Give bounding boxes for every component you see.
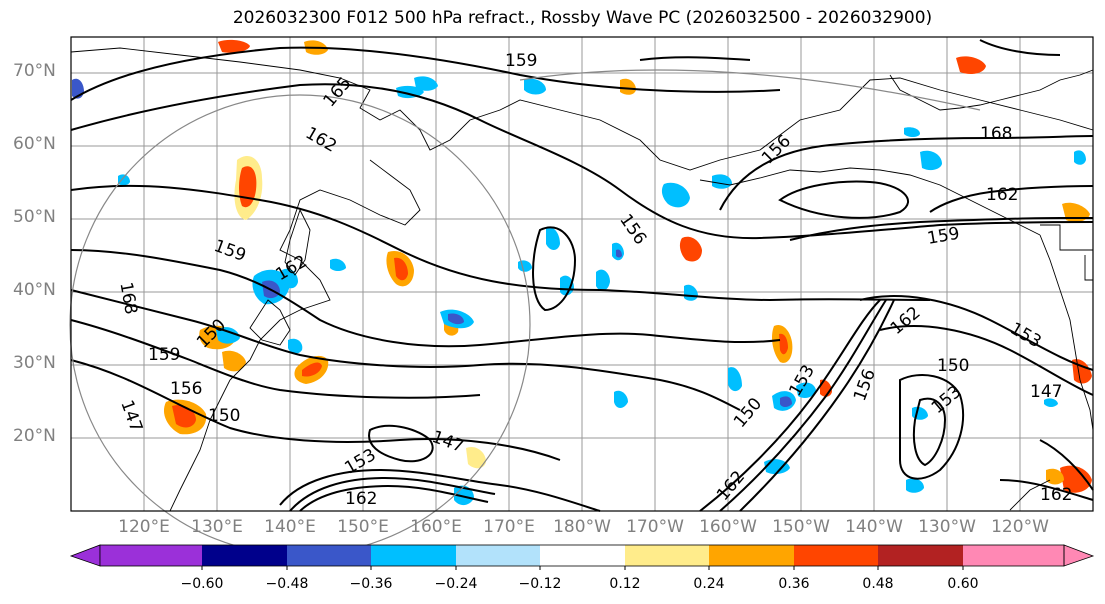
colorbar-cell bbox=[878, 545, 963, 566]
contours bbox=[70, 39, 1094, 512]
colorbar-label: 0.36 bbox=[778, 576, 810, 592]
lat-label-40n: 40°N bbox=[13, 280, 56, 300]
colorbar-cell bbox=[540, 545, 625, 566]
contour-label: 150 bbox=[937, 356, 969, 376]
lon-label-130e: 130°E bbox=[191, 517, 243, 537]
lon-label-150e: 150°E bbox=[337, 517, 389, 537]
lat-label-70n: 70°N bbox=[13, 61, 56, 81]
anomaly-shading bbox=[72, 39, 1092, 506]
colorbar-label: 0.48 bbox=[862, 576, 894, 592]
colorbar-extend-right bbox=[1063, 544, 1095, 567]
lon-label-120w: 120°W bbox=[991, 517, 1049, 537]
colorbar-label: 0.60 bbox=[947, 576, 979, 592]
colorbar-label: 0.24 bbox=[693, 576, 725, 592]
contour-label: 159 bbox=[148, 345, 180, 365]
contour-label: 159 bbox=[505, 51, 537, 71]
map-panel: 165 159 162 168 156 159 162 159 162 159 … bbox=[69, 36, 1094, 556]
lon-label-160w: 160°W bbox=[699, 517, 757, 537]
lon-label-160e: 160°E bbox=[410, 517, 462, 537]
lat-label-30n: 30°N bbox=[13, 353, 56, 373]
lon-label-130w: 130°W bbox=[918, 517, 976, 537]
colorbar-label: −0.48 bbox=[265, 576, 309, 592]
colorbar-label: −0.12 bbox=[518, 576, 562, 592]
colorbar-cell bbox=[709, 545, 794, 566]
colorbar-label: −0.24 bbox=[434, 576, 478, 592]
contour-label: 162 bbox=[986, 185, 1018, 205]
great-circle-arc bbox=[519, 69, 981, 111]
contour-label: 150 bbox=[208, 406, 240, 426]
lon-label-150w: 150°W bbox=[772, 517, 830, 537]
lon-label-120e: 120°E bbox=[118, 517, 170, 537]
colorbar-cell bbox=[100, 545, 202, 566]
colorbar-cell bbox=[625, 545, 709, 566]
contour-label: 156 bbox=[170, 379, 202, 399]
colorbar-cell bbox=[371, 545, 456, 566]
map-title: 2026032300 F012 500 hPa refract., Rossby… bbox=[232, 8, 933, 28]
map-frame bbox=[70, 36, 1094, 512]
lon-label-170w: 170°W bbox=[626, 517, 684, 537]
contour-label: 168 bbox=[980, 124, 1012, 144]
contour-label: 162 bbox=[1040, 485, 1072, 505]
lon-label-140w: 140°W bbox=[845, 517, 903, 537]
colorbar-ticks bbox=[201, 566, 964, 570]
colorbar-label: −0.36 bbox=[349, 576, 393, 592]
lon-label-140e: 140°E bbox=[264, 517, 316, 537]
colorbar-cell bbox=[963, 545, 1064, 566]
lat-label-20n: 20°N bbox=[13, 426, 56, 446]
lat-label-60n: 60°N bbox=[13, 134, 56, 154]
colorbar-extend-left bbox=[69, 544, 101, 567]
lon-label-180w: 180°W bbox=[553, 517, 611, 537]
contour-label: 162 bbox=[345, 489, 377, 509]
colorbar-cell bbox=[287, 545, 371, 566]
colorbar-cell bbox=[794, 545, 878, 566]
colorbar-label: −0.60 bbox=[180, 576, 224, 592]
colorbar-cell bbox=[456, 545, 540, 566]
lat-label-50n: 50°N bbox=[13, 207, 56, 227]
colorbar-label: 0.12 bbox=[609, 576, 641, 592]
lon-label-170e: 170°E bbox=[483, 517, 535, 537]
colorbar-frame bbox=[99, 544, 1065, 567]
contour-label: 147 bbox=[1030, 382, 1062, 402]
colorbar bbox=[69, 544, 1095, 570]
colorbar-cell bbox=[202, 545, 287, 566]
